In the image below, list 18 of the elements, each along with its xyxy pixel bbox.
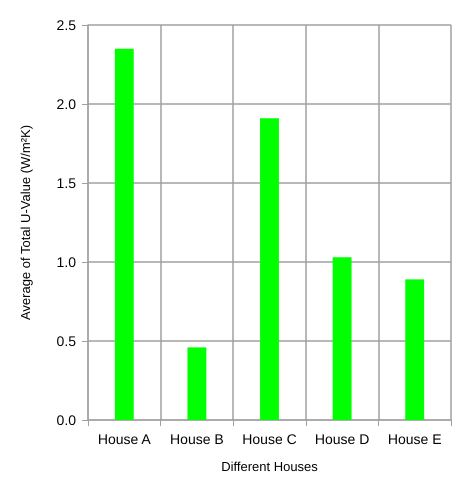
y-tick-label: 2.0 xyxy=(56,96,76,112)
x-tick-label: House E xyxy=(388,431,442,447)
x-tick-label: House D xyxy=(314,431,370,447)
y-tick-label: 2.5 xyxy=(56,17,76,33)
x-tick-label: House C xyxy=(242,431,297,447)
y-axis-title: Average of Total U-Value (W/m²K) xyxy=(18,124,33,320)
bar xyxy=(405,279,424,420)
bar xyxy=(114,48,134,420)
bar xyxy=(187,347,206,420)
x-axis-title: Different Houses xyxy=(221,459,318,474)
y-tick-label: 1.0 xyxy=(56,254,76,270)
y-tick-label: 0.0 xyxy=(56,412,76,428)
bar xyxy=(260,118,279,420)
x-tick-label: House A xyxy=(98,431,152,447)
bar xyxy=(332,257,352,420)
x-tick-label: House B xyxy=(170,431,224,447)
y-tick-label: 1.5 xyxy=(56,175,76,191)
y-tick-label: 0.5 xyxy=(56,333,76,349)
